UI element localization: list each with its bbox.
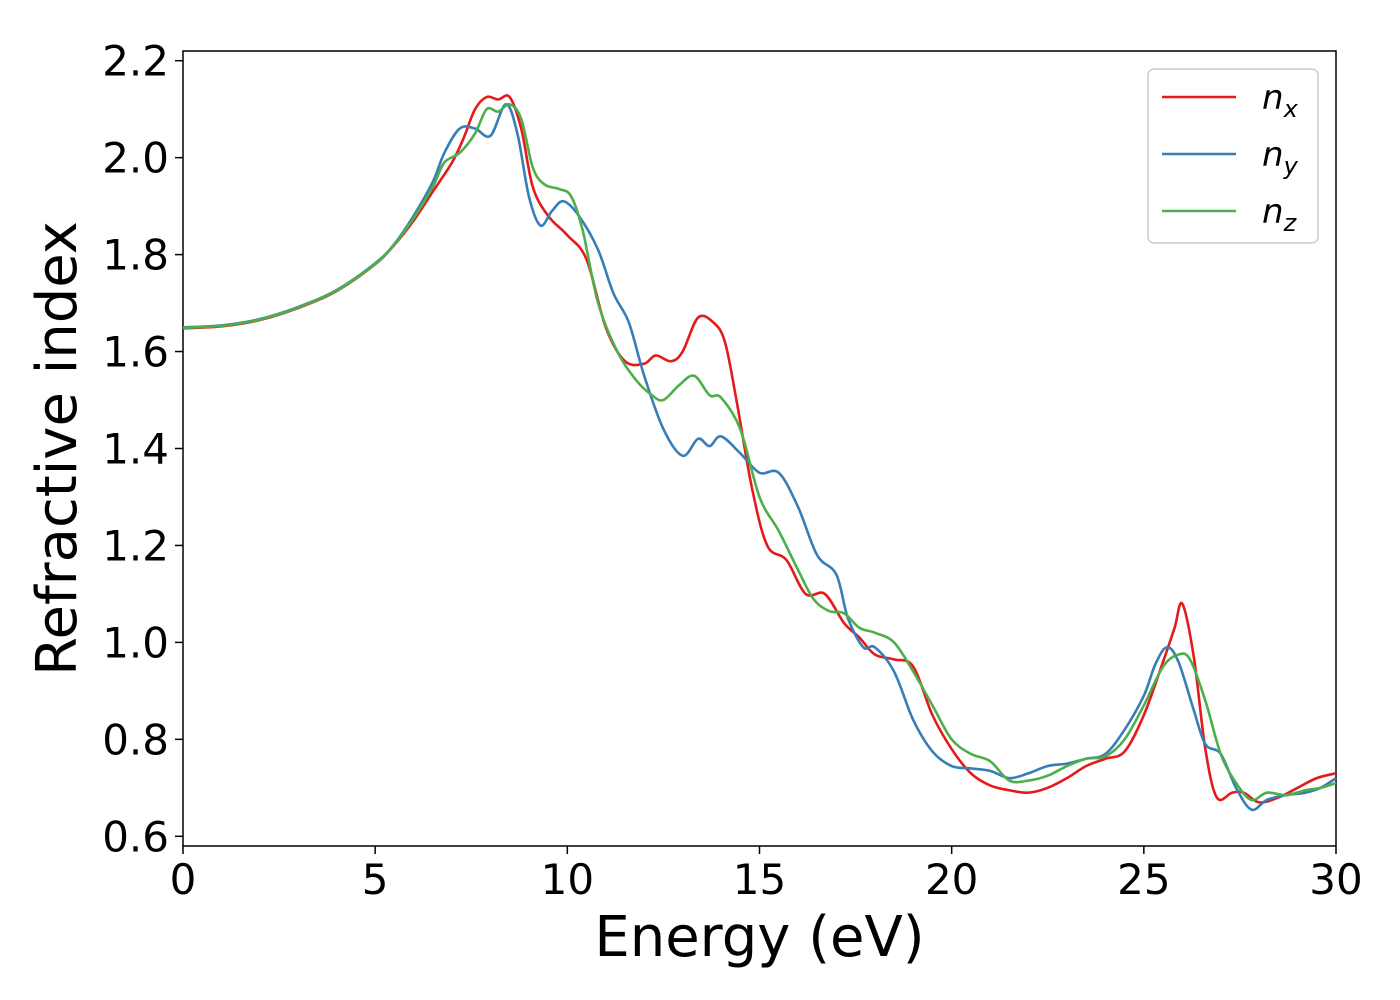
series-layer: [182, 94, 1337, 812]
plot-area: 0 5 10 15 20 25 30 0.6 0.8 1.0 1.2 1.4 1.6 1.8 2.0 2.2: [102, 37, 1363, 904]
x-axis-label: Energy (eV): [594, 905, 924, 970]
y-tick-label: 0.8: [102, 715, 169, 764]
y-tick-label: 1.8: [102, 231, 169, 280]
y-tick-label: 1.2: [102, 521, 169, 570]
y-tick-label: 1.4: [102, 425, 169, 474]
y-tick-label: 2.0: [102, 134, 169, 183]
series-line-nx: [182, 94, 1337, 804]
x-axis-ticks: 0 5 10 15 20 25 30: [170, 846, 1363, 904]
x-tick-label: 30: [1309, 855, 1362, 904]
x-tick-label: 25: [1117, 855, 1170, 904]
series-line-ny: [182, 103, 1337, 812]
y-axis-ticks: 0.6 0.8 1.0 1.2 1.4 1.6 1.8 2.0 2.2: [102, 37, 183, 861]
y-tick-label: 2.2: [102, 37, 169, 86]
y-tick-label: 1.6: [102, 328, 169, 377]
x-tick-label: 5: [362, 855, 389, 904]
x-tick-label: 10: [541, 855, 594, 904]
x-tick-label: 20: [925, 855, 978, 904]
y-axis-label: Refractive index: [25, 221, 90, 676]
x-tick-label: 0: [170, 855, 197, 904]
legend-box: [1147, 68, 1319, 244]
series-line-nz: [182, 102, 1337, 802]
legend-label-ny: ny: [1262, 135, 1299, 180]
x-tick-label: 15: [733, 855, 786, 904]
y-tick-label: 0.6: [102, 812, 169, 861]
y-tick-label: 1.0: [102, 618, 169, 667]
